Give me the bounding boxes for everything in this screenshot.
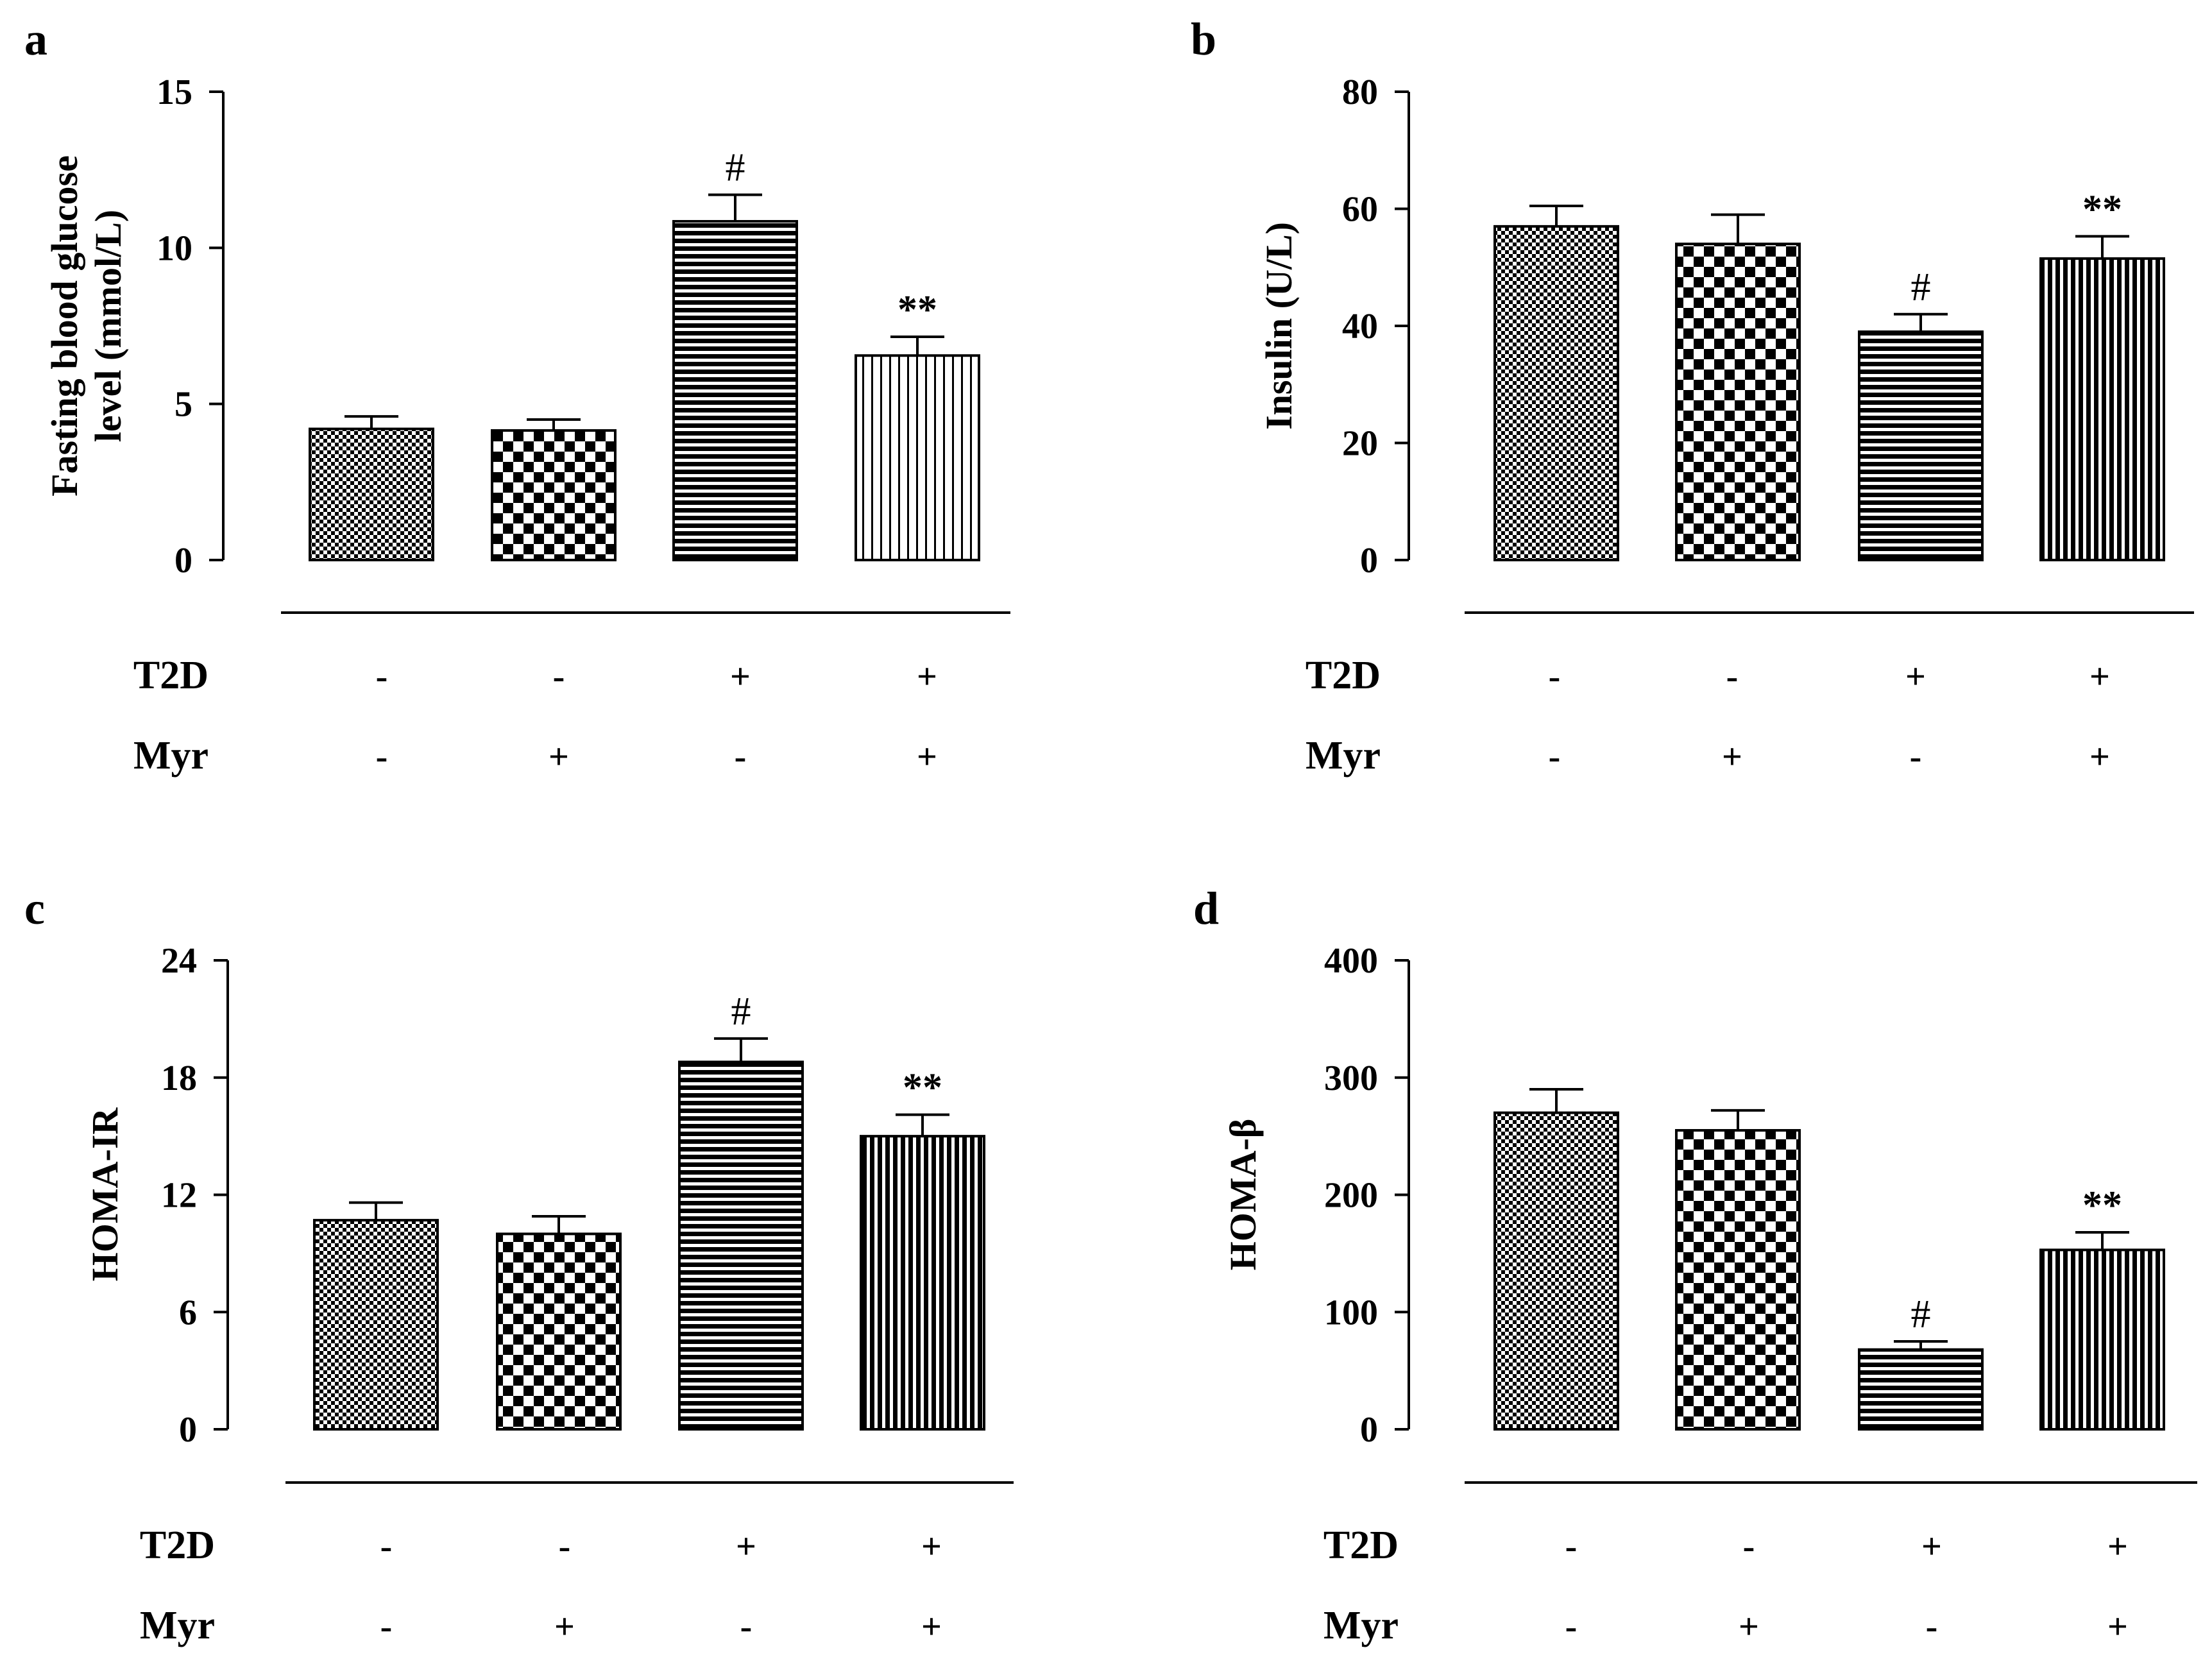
group-row-label: Myr — [1306, 734, 1381, 778]
group-sign-plus: + — [1722, 737, 1742, 777]
bar — [860, 1135, 985, 1431]
group-sign-minus: - — [1726, 657, 1739, 697]
bar — [309, 427, 434, 561]
y-tick-label: 10 — [157, 228, 192, 268]
group-sign-minus: - — [376, 657, 388, 697]
y-tick-label: 24 — [161, 941, 197, 981]
y-tick-label: 18 — [161, 1058, 197, 1098]
y-tick-label: 400 — [1324, 941, 1378, 981]
group-sign-minus: - — [559, 1527, 571, 1567]
group-row-label: T2D — [133, 654, 208, 697]
panel-b: b 0 20 40 60 80 Insulin (U/L) # ** T2D - - + + Myr - + - + — [1191, 13, 2194, 778]
y-tick-label: 0 — [174, 541, 192, 581]
group-sign-plus: + — [917, 737, 937, 777]
y-axis-title: HOMA-β — [1222, 1119, 1264, 1271]
bar — [1493, 225, 1619, 561]
y-tick-label: 60 — [1342, 190, 1378, 230]
group-sign-plus: + — [730, 657, 751, 697]
group-sign-plus: + — [921, 1607, 942, 1647]
group-sign-minus: - — [1565, 1607, 1578, 1647]
bar — [1493, 1111, 1619, 1431]
panel-a: a 0 5 10 15 Fasting blood glucose level (mmol/… — [24, 13, 1010, 778]
group-sign-minus: - — [740, 1607, 753, 1647]
bar — [672, 219, 798, 561]
group-sign-plus: + — [2107, 1527, 2128, 1567]
group-row-label: Myr — [140, 1604, 215, 1647]
group-sign-minus: - — [553, 657, 565, 697]
group-sign-minus: - — [380, 1527, 393, 1567]
y-tick-label: 300 — [1324, 1058, 1378, 1098]
panel-letter: d — [1193, 883, 1219, 934]
group-row-label: T2D — [140, 1524, 215, 1567]
group-sign-minus: - — [1565, 1527, 1578, 1567]
bar — [678, 1060, 804, 1431]
bar — [1675, 1128, 1801, 1431]
group-sign-plus: + — [1921, 1527, 1942, 1567]
panel-d: d 0 100 200 300 400 HOMA-β # ** T2D - - + + Myr - + - + — [1193, 883, 2197, 1647]
group-row-label: Myr — [133, 734, 208, 778]
group-sign-minus: - — [376, 737, 388, 777]
bar — [1675, 242, 1801, 561]
y-axis-title: HOMA-IR — [84, 1107, 126, 1282]
panel-letter: a — [24, 13, 47, 65]
group-sign-plus: + — [1739, 1607, 1759, 1647]
significance-stars: ** — [2082, 1184, 2122, 1227]
group-sign-minus: - — [1743, 1527, 1755, 1567]
y-tick-label: 200 — [1324, 1176, 1378, 1216]
y-tick-label: 0 — [179, 1410, 197, 1450]
y-tick-label: 80 — [1342, 72, 1378, 112]
y-axis-title: level (mmol/L) — [87, 210, 129, 442]
group-row-label: T2D — [1306, 654, 1381, 697]
group-sign-minus: - — [1549, 657, 1561, 697]
y-tick-label: 100 — [1324, 1293, 1378, 1332]
significance-stars: ** — [903, 1066, 942, 1110]
group-sign-minus: - — [735, 737, 747, 777]
bar — [313, 1219, 439, 1431]
y-tick-label: 40 — [1342, 307, 1378, 346]
y-tick-label: 15 — [157, 72, 192, 112]
group-sign-plus: + — [549, 737, 569, 777]
bar — [496, 1232, 622, 1431]
significance-hash: # — [1911, 266, 1931, 309]
significance-hash: # — [726, 146, 745, 190]
group-sign-plus: + — [921, 1527, 942, 1567]
panel-letter: b — [1191, 13, 1216, 65]
y-tick-label: 20 — [1342, 424, 1378, 464]
group-sign-plus: + — [554, 1607, 575, 1647]
group-row-label: Myr — [1323, 1604, 1399, 1647]
bar — [2039, 257, 2165, 561]
group-sign-plus: + — [2089, 737, 2110, 777]
group-sign-minus: - — [380, 1607, 393, 1647]
y-axis-title: Fasting blood glucose — [44, 155, 85, 497]
group-sign-plus: + — [2107, 1607, 2128, 1647]
y-tick-label: 0 — [1360, 1410, 1378, 1450]
group-sign-minus: - — [1910, 737, 1922, 777]
significance-hash: # — [731, 990, 751, 1033]
y-axis-title: Insulin (U/L) — [1258, 222, 1300, 430]
y-tick-label: 6 — [179, 1293, 197, 1332]
group-sign-plus: + — [1905, 657, 1926, 697]
significance-stars: ** — [2082, 187, 2122, 231]
significance-stars: ** — [898, 288, 937, 332]
bar — [1858, 330, 1984, 561]
group-sign-plus: + — [917, 657, 937, 697]
group-sign-minus: - — [1549, 737, 1561, 777]
y-tick-label: 5 — [174, 385, 192, 425]
bar — [2039, 1248, 2165, 1431]
group-sign-plus: + — [2089, 657, 2110, 697]
panel-c: c 0 6 12 18 24 HOMA-IR # ** T2D - - + + Myr - + - + — [24, 883, 1014, 1647]
group-sign-plus: + — [736, 1527, 756, 1567]
bar — [855, 354, 980, 561]
y-tick-label: 0 — [1360, 541, 1378, 581]
panel-letter: c — [24, 883, 45, 934]
significance-hash: # — [1911, 1293, 1931, 1336]
bar — [1858, 1348, 1984, 1431]
group-row-label: T2D — [1323, 1524, 1399, 1567]
group-sign-minus: - — [1926, 1607, 1938, 1647]
bar — [491, 429, 617, 561]
y-tick-label: 12 — [161, 1176, 197, 1216]
